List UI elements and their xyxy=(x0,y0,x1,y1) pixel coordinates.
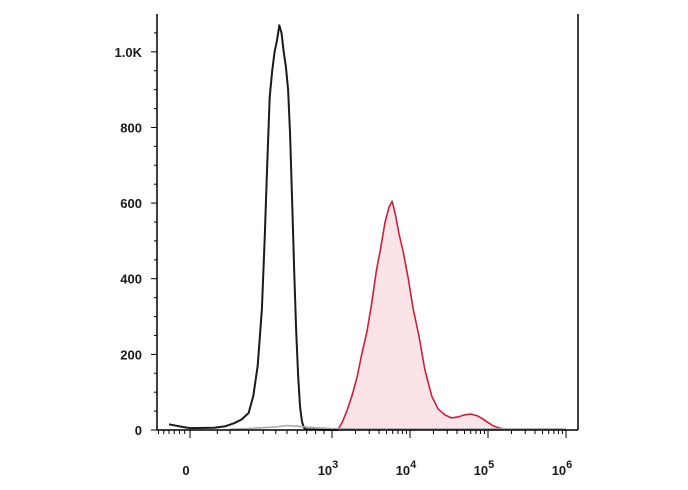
series-1-area xyxy=(338,201,504,430)
series-0-line xyxy=(168,24,339,431)
y-tick-label: 800 xyxy=(120,120,142,135)
y-tick-label: 600 xyxy=(120,196,142,211)
x-tick-label: 104 xyxy=(396,459,417,478)
x-tick-label: 0 xyxy=(182,463,189,478)
series-fills xyxy=(338,201,504,430)
series-lines xyxy=(168,24,566,431)
series-2-line xyxy=(229,424,566,430)
x-ticks: 0 103 104 105 106 xyxy=(158,430,573,478)
series-1-line xyxy=(337,200,505,430)
y-tick-label: 0 xyxy=(135,423,142,438)
y-tick-label: 400 xyxy=(120,272,142,287)
x-tick-label: 103 xyxy=(318,459,339,478)
y-tick-label: 200 xyxy=(120,347,142,362)
y-ticks: 0 200 400 600 800 1.0K xyxy=(115,32,157,438)
x-tick-label: 106 xyxy=(552,459,573,478)
x-tick-label: 105 xyxy=(474,459,495,478)
y-tick-label: 1.0K xyxy=(115,45,143,60)
